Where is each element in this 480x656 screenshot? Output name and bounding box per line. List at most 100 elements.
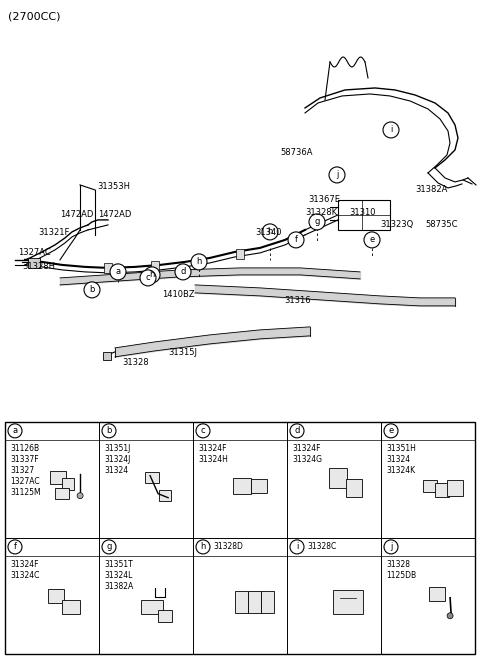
Text: 31324J: 31324J bbox=[104, 455, 131, 464]
Text: e: e bbox=[388, 426, 394, 436]
Text: 31324G: 31324G bbox=[292, 455, 322, 464]
Bar bbox=[103, 352, 111, 360]
Text: 31353H: 31353H bbox=[97, 182, 130, 191]
Circle shape bbox=[110, 264, 126, 280]
Circle shape bbox=[447, 613, 453, 619]
Text: 31315J: 31315J bbox=[168, 348, 197, 357]
Text: 1125DB: 1125DB bbox=[386, 571, 416, 580]
FancyBboxPatch shape bbox=[329, 468, 347, 487]
FancyBboxPatch shape bbox=[251, 479, 267, 493]
Text: 31328K: 31328K bbox=[305, 208, 337, 217]
Circle shape bbox=[290, 424, 304, 438]
Circle shape bbox=[140, 270, 156, 286]
Text: e: e bbox=[370, 236, 374, 245]
Circle shape bbox=[8, 540, 22, 554]
Text: 31310: 31310 bbox=[349, 208, 375, 217]
Text: f: f bbox=[13, 543, 16, 552]
Text: d: d bbox=[180, 268, 186, 276]
Text: g: g bbox=[314, 217, 320, 226]
Text: b: b bbox=[106, 426, 112, 436]
FancyBboxPatch shape bbox=[48, 588, 64, 603]
FancyBboxPatch shape bbox=[261, 591, 274, 613]
Text: c: c bbox=[146, 274, 150, 282]
Text: 1327AC: 1327AC bbox=[10, 477, 40, 486]
FancyBboxPatch shape bbox=[233, 478, 251, 494]
FancyBboxPatch shape bbox=[62, 600, 80, 614]
Circle shape bbox=[175, 264, 191, 280]
Text: 31316: 31316 bbox=[284, 296, 311, 305]
Text: h: h bbox=[149, 270, 155, 279]
Text: f: f bbox=[295, 236, 298, 245]
Text: 31324F: 31324F bbox=[292, 444, 321, 453]
Bar bbox=[104, 263, 112, 273]
Text: i: i bbox=[296, 543, 298, 552]
Circle shape bbox=[144, 267, 160, 283]
FancyBboxPatch shape bbox=[158, 610, 172, 622]
Text: b: b bbox=[89, 285, 95, 295]
Text: h: h bbox=[267, 228, 273, 236]
Text: 31328D: 31328D bbox=[213, 543, 243, 552]
FancyBboxPatch shape bbox=[141, 600, 163, 614]
FancyBboxPatch shape bbox=[346, 479, 362, 497]
Bar bbox=[338, 200, 390, 230]
Circle shape bbox=[384, 540, 398, 554]
Text: 31327: 31327 bbox=[10, 466, 34, 475]
Text: j: j bbox=[390, 543, 392, 552]
Text: 31340: 31340 bbox=[255, 228, 281, 237]
FancyBboxPatch shape bbox=[423, 480, 437, 492]
Text: 1472AD: 1472AD bbox=[98, 210, 132, 219]
Text: 31337F: 31337F bbox=[10, 455, 38, 464]
Text: 31125M: 31125M bbox=[10, 488, 41, 497]
Text: i: i bbox=[390, 125, 392, 134]
Text: 31351H: 31351H bbox=[386, 444, 416, 453]
Text: 31324F: 31324F bbox=[10, 560, 38, 569]
Text: 58735C: 58735C bbox=[425, 220, 457, 229]
Circle shape bbox=[196, 424, 210, 438]
Text: d: d bbox=[294, 426, 300, 436]
Circle shape bbox=[329, 167, 345, 183]
Text: 31351J: 31351J bbox=[104, 444, 131, 453]
Text: 1327AC: 1327AC bbox=[18, 248, 51, 257]
Circle shape bbox=[191, 254, 207, 270]
FancyBboxPatch shape bbox=[50, 471, 66, 484]
Text: g: g bbox=[106, 543, 112, 552]
Text: 31324C: 31324C bbox=[10, 571, 39, 580]
Text: h: h bbox=[196, 257, 202, 266]
Text: 31324: 31324 bbox=[386, 455, 410, 464]
Bar bbox=[236, 249, 244, 259]
Circle shape bbox=[309, 214, 325, 230]
Text: 31382A: 31382A bbox=[104, 582, 133, 591]
FancyBboxPatch shape bbox=[248, 591, 261, 613]
Text: 31367E: 31367E bbox=[308, 195, 340, 204]
Text: 31324F: 31324F bbox=[198, 444, 227, 453]
Text: j: j bbox=[336, 171, 338, 180]
Circle shape bbox=[288, 232, 304, 248]
Text: 31328: 31328 bbox=[386, 560, 410, 569]
Circle shape bbox=[364, 232, 380, 248]
Text: 31328H: 31328H bbox=[22, 262, 55, 271]
Text: 1472AD: 1472AD bbox=[60, 210, 94, 219]
Circle shape bbox=[384, 424, 398, 438]
FancyBboxPatch shape bbox=[62, 478, 74, 489]
Text: a: a bbox=[115, 268, 120, 276]
Bar bbox=[196, 257, 204, 267]
Text: 31126B: 31126B bbox=[10, 444, 39, 453]
Circle shape bbox=[102, 540, 116, 554]
FancyBboxPatch shape bbox=[447, 480, 463, 496]
Circle shape bbox=[8, 424, 22, 438]
FancyBboxPatch shape bbox=[235, 591, 248, 613]
Text: 31324: 31324 bbox=[104, 466, 128, 475]
Text: 1410BZ: 1410BZ bbox=[162, 290, 194, 299]
Circle shape bbox=[383, 122, 399, 138]
Text: 31324L: 31324L bbox=[104, 571, 132, 580]
Circle shape bbox=[196, 540, 210, 554]
Bar bbox=[28, 258, 40, 268]
Text: 31324K: 31324K bbox=[386, 466, 415, 475]
Circle shape bbox=[84, 282, 100, 298]
Text: a: a bbox=[12, 426, 18, 436]
FancyBboxPatch shape bbox=[435, 483, 449, 497]
Text: h: h bbox=[200, 543, 206, 552]
Circle shape bbox=[290, 540, 304, 554]
Text: 31382A: 31382A bbox=[415, 185, 447, 194]
FancyBboxPatch shape bbox=[145, 472, 159, 483]
